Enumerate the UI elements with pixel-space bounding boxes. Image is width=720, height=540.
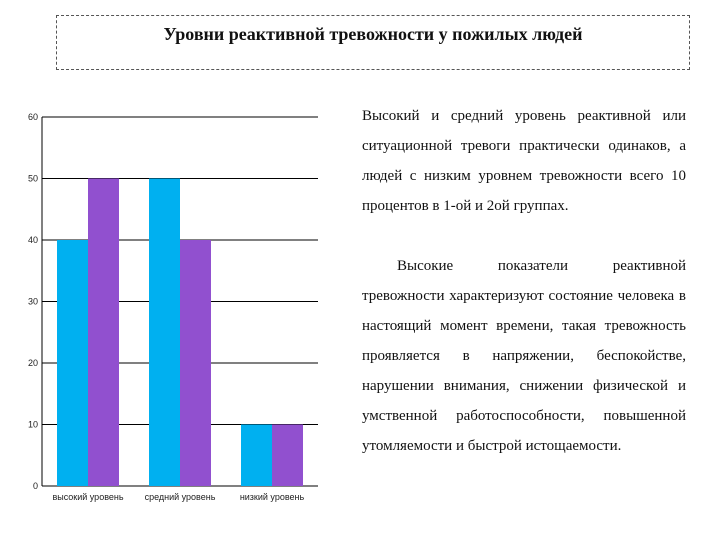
y-tick-label: 20 (28, 358, 38, 368)
bar (88, 178, 119, 486)
paragraph: Высокие показатели реактивной тревожност… (362, 258, 686, 454)
y-tick-label: 10 (28, 420, 38, 430)
bar (57, 240, 88, 486)
x-tick-label: средний уровень (145, 492, 216, 502)
x-tick-label: высокий уровень (52, 492, 123, 502)
bar (180, 240, 211, 486)
title-box: Уровни реактивной тревожности у пожилых … (56, 15, 690, 70)
bar (149, 178, 180, 486)
text-block: Высокий и средний уровень реактивной или… (362, 101, 686, 491)
x-tick-label: низкий уровень (240, 492, 305, 502)
bar (241, 424, 272, 486)
paragraph: Высокий и средний уровень реактивной или… (362, 108, 686, 214)
y-tick-label: 0 (33, 481, 38, 491)
slide-title: Уровни реактивной тревожности у пожилых … (163, 24, 583, 44)
y-tick-label: 50 (28, 174, 38, 184)
chart: 0 10 20 30 40 50 60 высокий уровень средний уров… (28, 112, 318, 502)
y-tick-label: 30 (28, 297, 38, 307)
y-tick-label: 60 (28, 112, 38, 122)
y-tick-label: 40 (28, 235, 38, 245)
bar (272, 424, 303, 486)
